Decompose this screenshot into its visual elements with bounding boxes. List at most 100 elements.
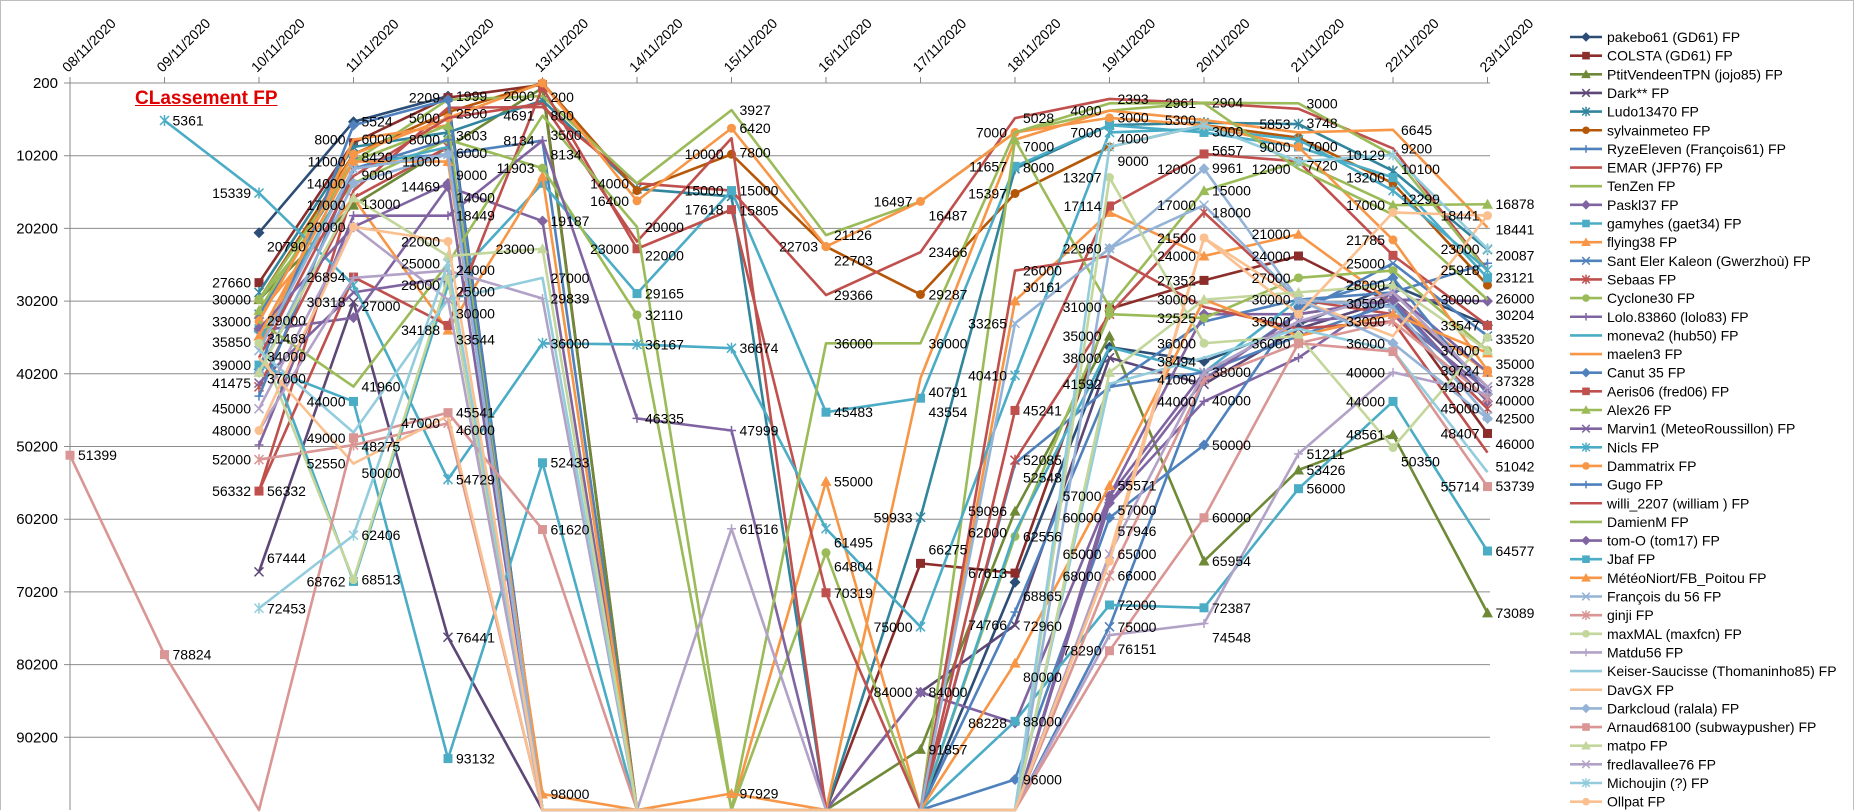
legend-item: ginji FP [1570,607,1654,623]
marker-diamond [253,227,265,239]
data-label: 7800 [740,144,771,160]
data-label: 24000 [1252,248,1291,264]
marker-circle [632,186,642,196]
marker-star [1581,442,1591,453]
data-label: 51042 [1496,459,1535,475]
legend-label: Gugo FP [1607,477,1663,493]
marker-square [254,278,264,288]
marker-circle [1582,630,1590,638]
marker-diamond [348,119,359,131]
marker-square [1105,201,1114,211]
marker-star [631,338,643,350]
data-label: 10100 [1401,161,1440,177]
data-label: 42500 [1496,411,1535,427]
data-label: 52085 [1023,452,1062,468]
data-label: 4000 [1118,131,1149,147]
data-label: 35000 [1063,328,1102,344]
data-label: 15339 [212,185,251,201]
marker-square [443,408,453,418]
data-label: 72453 [267,600,306,616]
marker-square [1483,273,1492,283]
legend-label: Alex26 FP [1607,402,1672,418]
marker-diamond [1198,163,1210,175]
legend-item: moneva2 (hub50) FP [1570,327,1739,343]
data-label: 21785 [1346,232,1385,248]
data-label: 33265 [968,315,1007,331]
marker-diamond [1581,703,1591,714]
marker-circle [821,242,831,252]
data-label: 36000 [1346,335,1385,351]
data-label: 49000 [307,430,346,446]
legend-label: flying38 FP [1607,234,1677,250]
data-label: 29000 [267,312,306,328]
marker-plus [1582,145,1590,153]
data-labels: 16878 18441 18441 20087 23000 23121 25918 26000… [78,88,1535,802]
marker-plus [1294,353,1303,363]
marker-x [1387,301,1399,312]
data-label: 18000 [1212,204,1251,220]
marker-square [632,289,642,299]
data-label: 25000 [456,283,495,299]
marker-diamond [915,686,926,698]
marker-square [1388,347,1398,357]
marker-diamond [1104,497,1115,509]
data-label: 38000 [1212,364,1251,380]
data-label: 59933 [874,509,913,525]
y-tick-label: 20200 [16,220,58,237]
data-label: 17000 [1346,197,1385,213]
marker-triangle [1104,330,1115,341]
data-label: 23000 [496,241,535,257]
marker-circle [916,289,925,299]
marker-triangle [1387,429,1399,440]
legend-item: Arnaud68100 (subwaypusher) FP [1570,719,1816,735]
marker-square [916,393,925,403]
data-label: 25000 [401,255,440,271]
data-label: 40410 [968,367,1007,383]
series-line [258,363,1489,812]
legend-label: willi_2207 (william ) FP [1606,495,1749,511]
data-label: 15805 [740,202,779,218]
data-label: 30161 [1023,279,1062,295]
data-label: 62406 [362,527,401,543]
x-tick-label: 08/11/2020 [59,15,119,75]
x-tick-label: 09/11/2020 [153,15,213,75]
marker-square [1582,387,1590,396]
marker-star [726,342,737,354]
data-label: 46000 [456,422,495,438]
data-label: 8000 [409,132,440,148]
legend-item: pakebo61 (GD61) FP [1570,29,1740,45]
marker-diamond [1198,439,1210,451]
data-label: 28000 [1346,277,1385,293]
marker-circle [349,149,358,159]
marker-square [349,433,358,443]
marker-diamond [1009,576,1021,588]
marker-square [1199,513,1209,523]
marker-circle [1105,113,1114,123]
legend-item: willi_2207 (william ) FP [1570,495,1749,511]
data-label: 11903 [497,160,535,176]
data-label: 27352 [1157,272,1196,288]
data-label: 39000 [212,357,251,373]
legend-item: Paskl37 FP [1570,197,1679,213]
y-tick-label: 60200 [16,511,58,528]
data-label: 8420 [362,149,393,165]
data-label: 16878 [1496,196,1535,212]
data-label: 6645 [1401,122,1432,138]
data-label: 20087 [1496,248,1535,264]
data-label: 52550 [307,456,346,472]
data-label: 9000 [456,167,487,183]
marker-square [727,186,736,196]
legend-item: Michoujin (?) FP [1570,775,1709,791]
legend-label: fredlavallee76 FP [1607,756,1716,772]
marker-plus [254,440,264,450]
data-label: 88228 [968,715,1007,731]
data-label: 36000 [551,335,590,351]
data-label: 74548 [1212,630,1251,646]
marker-square [1199,149,1209,159]
data-label: 9000 [362,167,393,183]
marker-square [1010,716,1020,726]
marker-plus [727,524,736,534]
data-label: 59096 [968,503,1007,519]
data-label: 33547 [1441,317,1480,333]
marker-circle [1105,309,1114,319]
